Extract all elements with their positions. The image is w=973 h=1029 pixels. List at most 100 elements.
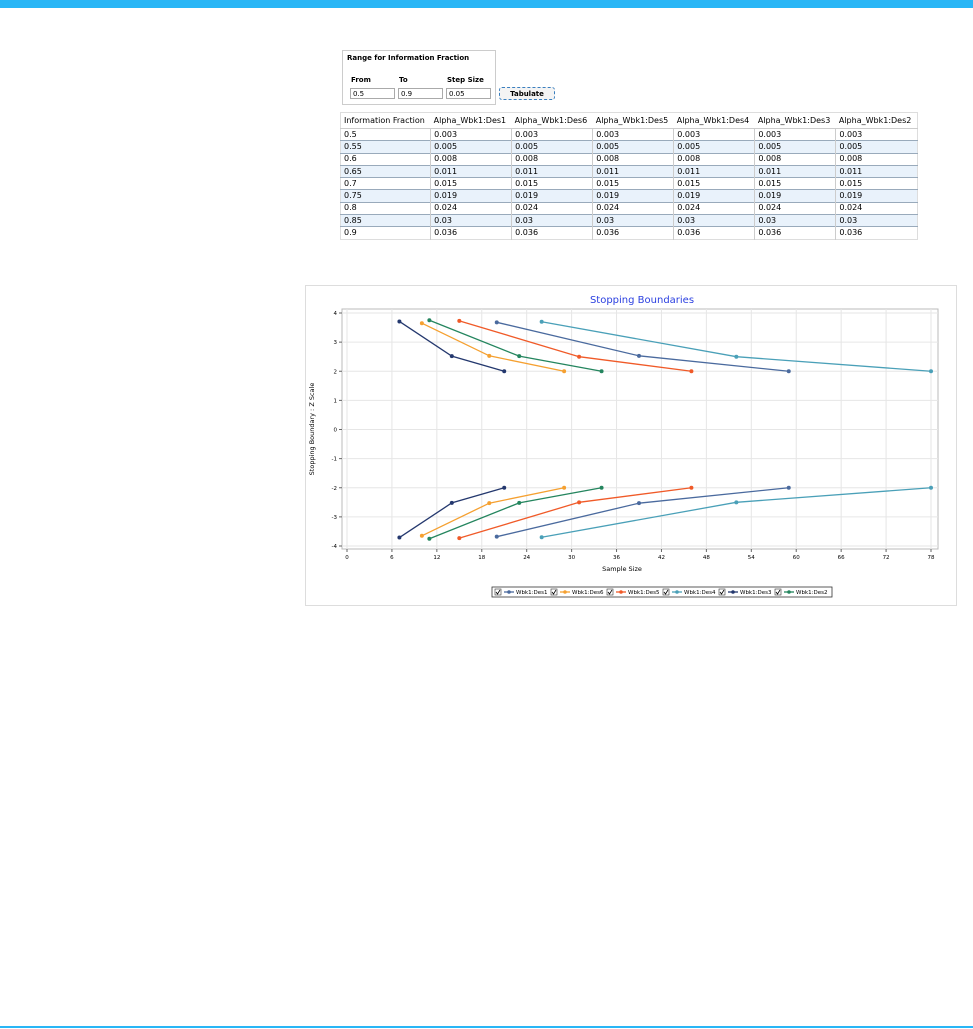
boundary-point bbox=[427, 318, 432, 323]
boundary-point bbox=[397, 535, 402, 540]
legend-label: Wbk1:Des3 bbox=[740, 590, 772, 596]
boundary-point bbox=[487, 353, 492, 358]
x-tick-label: 18 bbox=[478, 555, 485, 561]
boundary-point bbox=[457, 536, 462, 541]
table-cell: 0.03 bbox=[673, 214, 755, 227]
header-row: Information Fraction Alpha_Wbk1:Des1 Alpha… bbox=[340, 112, 918, 129]
column-header: Alpha_Wbk1:Des2 bbox=[835, 112, 918, 129]
legend-box bbox=[491, 586, 833, 598]
table-row: 0.6 0.008 0.008 0.008 0.008 0.008 0.008 bbox=[340, 152, 918, 166]
table-cell: 0.024 bbox=[835, 201, 918, 215]
boundary-point bbox=[577, 500, 582, 505]
y-tick-label: 4 bbox=[334, 311, 338, 317]
y-tick-label: 3 bbox=[334, 340, 338, 346]
legend-check bbox=[495, 589, 501, 595]
table-cell: 0.005 bbox=[430, 140, 512, 154]
table-cell: 0.5 bbox=[340, 127, 431, 141]
table-row: 0.65 0.011 0.011 0.011 0.011 0.011 0.011 bbox=[340, 164, 918, 178]
legend-checkbox[interactable] bbox=[606, 588, 614, 596]
x-tick-label: 60 bbox=[793, 555, 800, 561]
from-label: From bbox=[351, 76, 371, 84]
table-cell: 0.036 bbox=[430, 226, 512, 240]
table-row: 0.55 0.005 0.005 0.005 0.005 0.005 0.005 bbox=[340, 140, 918, 154]
table-cell: 0.019 bbox=[835, 189, 918, 203]
table-cell: 0.036 bbox=[673, 226, 755, 240]
from-input[interactable]: 0.5 bbox=[350, 88, 395, 99]
table-cell: 0.03 bbox=[592, 214, 674, 227]
table-cell: 0.008 bbox=[511, 152, 593, 166]
table-cell: 0.85 bbox=[340, 214, 431, 227]
boundary-point bbox=[449, 354, 454, 359]
table-cell: 0.019 bbox=[673, 189, 755, 203]
table-cell: 0.024 bbox=[592, 201, 674, 215]
step-label: Step Size bbox=[447, 76, 484, 84]
legend-checkbox[interactable] bbox=[718, 588, 726, 596]
table-cell: 0.015 bbox=[430, 177, 512, 190]
boundary-point bbox=[487, 501, 492, 506]
table-cell: 0.019 bbox=[592, 189, 674, 203]
table-cell: 0.024 bbox=[511, 201, 593, 215]
data-table: Information Fraction Alpha_Wbk1:Des1 Alpha… bbox=[340, 112, 918, 240]
table-cell: 0.024 bbox=[430, 201, 512, 215]
to-input[interactable]: 0.9 bbox=[398, 88, 443, 99]
table-cell: 0.008 bbox=[673, 152, 755, 166]
boundary-point bbox=[599, 369, 604, 374]
tabulate-button[interactable]: Tabulate bbox=[499, 87, 555, 100]
table-cell: 0.008 bbox=[592, 152, 674, 166]
legend-checkbox[interactable] bbox=[550, 588, 558, 596]
legend-check bbox=[663, 589, 669, 595]
x-tick-label: 36 bbox=[613, 555, 620, 561]
boundary-point bbox=[427, 536, 432, 541]
y-tick-label: 2 bbox=[334, 369, 338, 375]
table-row: 0.5 0.003 0.003 0.003 0.003 0.003 0.003 bbox=[340, 127, 918, 141]
boundary-point bbox=[562, 369, 567, 374]
table-cell: 0.003 bbox=[592, 127, 674, 141]
x-tick-label: 72 bbox=[883, 555, 890, 561]
boundary-point bbox=[539, 319, 544, 324]
table-cell: 0.011 bbox=[754, 164, 836, 178]
column-header: Alpha_Wbk1:Des6 bbox=[511, 112, 593, 129]
table-cell: 0.55 bbox=[340, 140, 431, 154]
y-tick-label: -3 bbox=[332, 515, 338, 521]
table-cell: 0.03 bbox=[754, 214, 836, 227]
y-tick-label: 1 bbox=[334, 398, 338, 404]
table-cell: 0.7 bbox=[340, 177, 431, 190]
boundary-point bbox=[494, 320, 499, 325]
table-cell: 0.015 bbox=[754, 177, 836, 190]
x-tick-label: 78 bbox=[928, 555, 935, 561]
column-header: Alpha_Wbk1:Des1 bbox=[430, 112, 512, 129]
boundary-point bbox=[929, 369, 933, 374]
table-cell: 0.75 bbox=[340, 189, 431, 203]
x-tick-label: 6 bbox=[390, 555, 394, 561]
table-row: 0.9 0.036 0.036 0.036 0.036 0.036 0.036 bbox=[340, 226, 918, 240]
top-bar bbox=[0, 0, 973, 8]
column-header: Alpha_Wbk1:Des4 bbox=[673, 112, 755, 129]
table-cell: 0.005 bbox=[835, 140, 918, 154]
boundary-point bbox=[517, 354, 522, 359]
table-cell: 0.03 bbox=[511, 214, 593, 227]
boundary-point bbox=[929, 485, 933, 490]
table-cell: 0.003 bbox=[754, 127, 836, 141]
table-cell: 0.008 bbox=[754, 152, 836, 166]
legend-checkbox[interactable] bbox=[662, 588, 670, 596]
table-cell: 0.6 bbox=[340, 152, 431, 166]
table-cell: 0.005 bbox=[511, 140, 593, 154]
legend-marker bbox=[787, 590, 791, 594]
table-cell: 0.003 bbox=[673, 127, 755, 141]
boundary-point bbox=[419, 321, 424, 326]
range-group: Range for Information Fraction From To S… bbox=[342, 50, 496, 105]
boundary-point bbox=[689, 369, 694, 374]
boundary-point bbox=[562, 485, 567, 490]
table-cell: 0.011 bbox=[673, 164, 755, 178]
table-row: 0.7 0.015 0.015 0.015 0.015 0.015 0.015 bbox=[340, 177, 918, 190]
table-cell: 0.036 bbox=[592, 226, 674, 240]
table-row: 0.8 0.024 0.024 0.024 0.024 0.024 0.024 bbox=[340, 201, 918, 215]
boundary-point bbox=[786, 369, 791, 374]
x-tick-label: 24 bbox=[523, 555, 530, 561]
step-input[interactable]: 0.05 bbox=[446, 88, 491, 99]
legend-checkbox[interactable] bbox=[494, 588, 502, 596]
legend-checkbox[interactable] bbox=[774, 588, 782, 596]
table-cell: 0.008 bbox=[835, 152, 918, 166]
table-cell: 0.036 bbox=[835, 226, 918, 240]
legend-label: Wbk1:Des2 bbox=[796, 590, 827, 596]
